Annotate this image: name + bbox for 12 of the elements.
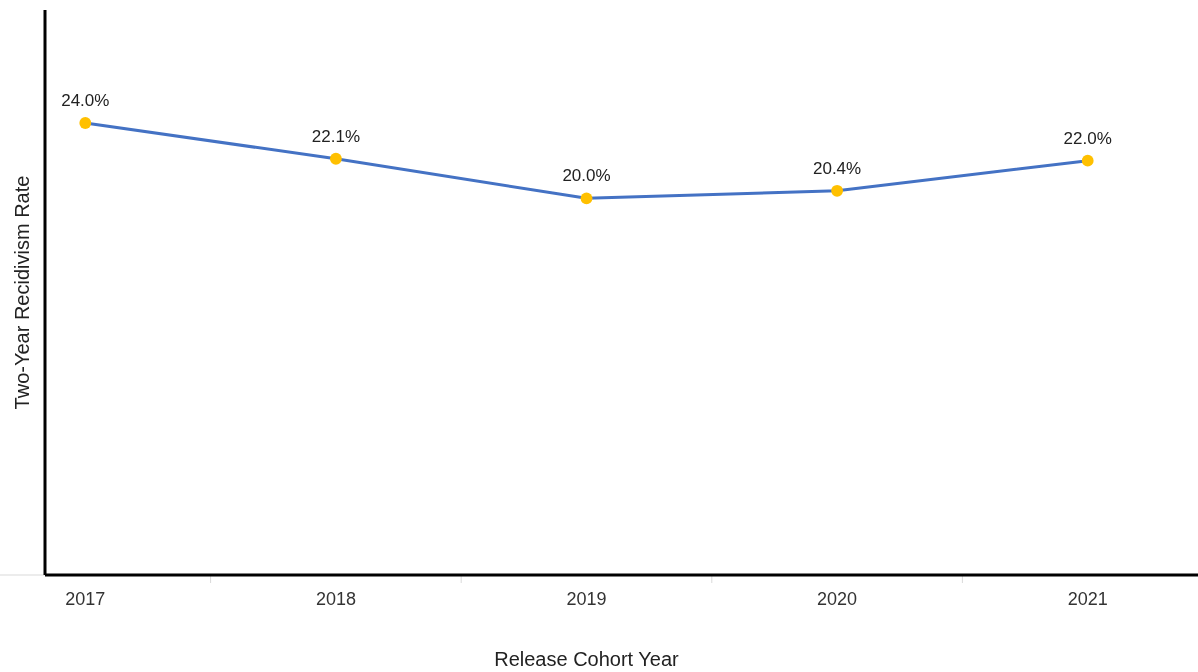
data-label: 20.4% [813, 158, 862, 178]
x-tick-label: 2019 [566, 589, 607, 609]
x-tick-label: 2020 [817, 589, 858, 609]
y-axis-title: Two-Year Recidivism Rate [11, 175, 33, 410]
data-label: 22.0% [1063, 128, 1112, 148]
data-label: 24.0% [61, 91, 110, 110]
x-tick-label: 2017 [65, 589, 106, 609]
data-label: 20.0% [562, 166, 611, 186]
data-label: 22.1% [311, 126, 360, 146]
x-tick-label: 2021 [1067, 589, 1108, 609]
x-axis-title: Release Cohort Year [494, 648, 680, 670]
x-tick-label: 2018 [315, 589, 356, 609]
